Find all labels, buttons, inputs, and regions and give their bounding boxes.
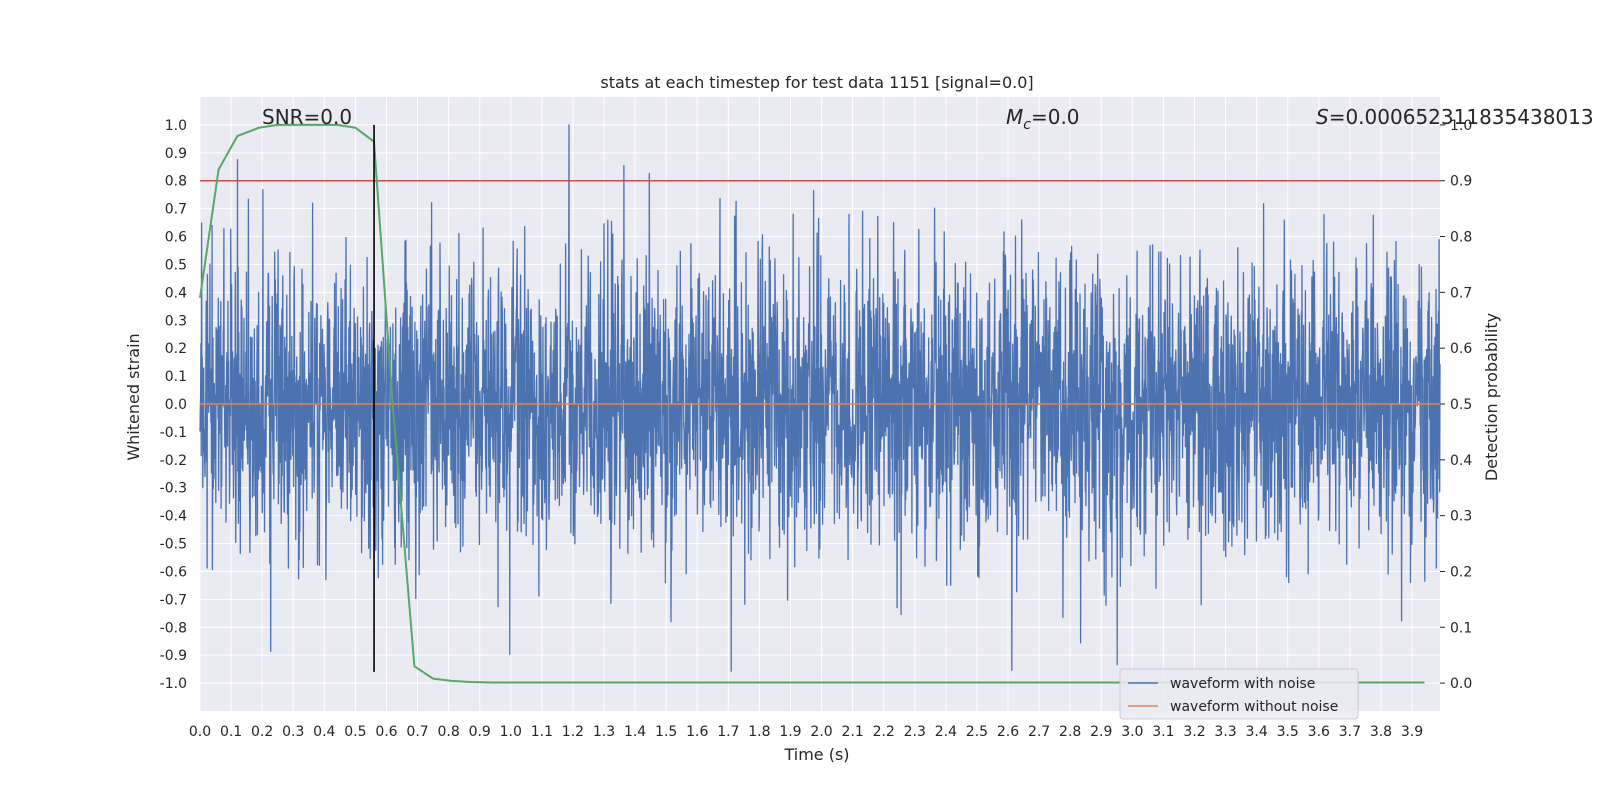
chart-title: stats at each timestep for test data 115…: [600, 73, 1033, 92]
x-tick-label: 2.7: [1028, 724, 1050, 740]
x-tick-label: 2.3: [904, 724, 926, 740]
right-y-tick-label: 1.0: [1450, 118, 1472, 134]
x-tick-label: 1.9: [779, 724, 801, 740]
x-tick-label: 2.6: [997, 724, 1019, 740]
right-y-tick-label: 0.7: [1450, 285, 1472, 301]
x-tick-label: 2.5: [966, 724, 988, 740]
y-tick-label: -0.3: [160, 481, 187, 497]
y-tick-label: 0.1: [165, 369, 187, 385]
right-y-tick-label: 0.3: [1450, 509, 1472, 525]
right-y-tick-label: 0.0: [1450, 676, 1472, 692]
x-tick-label: 0.4: [313, 724, 335, 740]
x-tick-label: 3.9: [1401, 724, 1423, 740]
x-tick-label: 3.5: [1277, 724, 1299, 740]
x-tick-label: 3.8: [1370, 724, 1392, 740]
y-tick-label: 0.8: [165, 174, 187, 190]
y-tick-label: 0.5: [165, 257, 187, 273]
y-tick-labels: 1.0 0.9 0.8 0.7 0.6 0.5 0.4 0.3 0.2 0.1 0.0 -0.1 -0.…: [160, 118, 187, 692]
legend: waveform with noise waveform without noi…: [1119, 668, 1359, 720]
y-tick-label: -0.4: [160, 509, 187, 525]
x-tick-label: 1.1: [531, 724, 553, 740]
x-tick-label: 2.1: [841, 724, 863, 740]
legend-label-noise: waveform with noise: [1170, 676, 1315, 692]
x-tick-label: 3.4: [1246, 724, 1268, 740]
s-symbol: S: [1316, 105, 1329, 129]
y-tick-label: 0.4: [165, 285, 187, 301]
y-tick-label: 0.2: [165, 341, 187, 357]
x-tick-label: 3.7: [1339, 724, 1361, 740]
y-tick-label: 0.7: [165, 202, 187, 218]
x-tick-label: 3.3: [1214, 724, 1236, 740]
right-y-tick-label: 0.1: [1450, 620, 1472, 636]
legend-box: [1119, 668, 1359, 720]
x-tick-label: 0.7: [406, 724, 428, 740]
mc-subscript: c: [1023, 117, 1031, 133]
right-y-tick-label: 0.6: [1450, 341, 1472, 357]
mc-annotation: Mc=0.0: [1006, 105, 1080, 133]
x-tick-label: 1.3: [593, 724, 615, 740]
y-tick-label: -0.5: [160, 537, 187, 553]
right-y-tick-label: 0.2: [1450, 564, 1472, 580]
y-axis-label: Whitened strain: [124, 333, 143, 460]
x-tick-label: 0.3: [282, 724, 304, 740]
y-tick-label: 0.6: [165, 230, 187, 246]
x-tick-label: 0.5: [344, 724, 366, 740]
x-tick-label: 1.5: [655, 724, 677, 740]
x-axis-label: Time (s): [783, 745, 849, 764]
x-tick-label: 3.1: [1152, 724, 1174, 740]
x-tick-label: 1.2: [562, 724, 584, 740]
x-tick-label: 2.8: [1059, 724, 1081, 740]
x-tick-label: 3.6: [1308, 724, 1330, 740]
s-annotation: S=0.000652311835438013: [1316, 105, 1594, 129]
x-tick-label: 0.6: [375, 724, 397, 740]
noise-series: [199, 124, 1441, 672]
x-tick-label: 2.9: [1090, 724, 1112, 740]
right-y-tick-labels: 1.0 0.9 0.8 0.7 0.6 0.5 0.4 0.3 0.2 0.1 0.0: [1440, 118, 1472, 692]
x-tick-label: 2.0: [810, 724, 832, 740]
x-tick-label: 2.2: [873, 724, 895, 740]
y-tick-label: 0.0: [165, 397, 187, 413]
right-y-tick-label: 0.5: [1450, 397, 1472, 413]
right-y-tick-label: 0.8: [1450, 230, 1472, 246]
x-tick-label: 3.2: [1183, 724, 1205, 740]
y-tick-label: 1.0: [165, 118, 187, 134]
y-tick-label: 0.9: [165, 146, 187, 162]
x-tick-label: 3.0: [1121, 724, 1143, 740]
detection-probability-line: [199, 123, 1425, 684]
y-tick-label: -0.7: [160, 592, 187, 608]
x-tick-label: 1.8: [748, 724, 770, 740]
y-tick-label: -0.8: [160, 620, 187, 636]
right-y-axis-label: Detection probability: [1482, 313, 1501, 481]
x-tick-labels: 0.0 0.1 0.2 0.3 0.4 0.5 0.6 0.7 0.8 0.9 1.0 1.1 1.2 1…: [189, 724, 1423, 740]
x-tick-label: 2.4: [935, 724, 957, 740]
x-tick-label: 0.9: [469, 724, 491, 740]
y-tick-label: 0.3: [165, 313, 187, 329]
mc-value: =0.0: [1031, 105, 1080, 129]
y-tick-label: -0.6: [160, 564, 187, 580]
x-tick-label: 1.7: [717, 724, 739, 740]
right-y-tick-label: 0.9: [1450, 174, 1472, 190]
x-tick-label: 1.4: [624, 724, 646, 740]
x-tick-label: 0.2: [251, 724, 273, 740]
x-tick-label: 0.8: [437, 724, 459, 740]
mc-symbol: M: [1006, 105, 1023, 129]
x-tick-label: 0.1: [220, 724, 242, 740]
legend-label-clean: waveform without noise: [1170, 699, 1338, 715]
noise-waveform-path: [199, 124, 1441, 672]
y-tick-label: -0.2: [160, 453, 187, 469]
s-value: =0.000652311835438013: [1329, 105, 1594, 129]
y-tick-label: -0.9: [160, 648, 187, 664]
snr-annotation: SNR=0.0: [262, 105, 352, 129]
y-tick-label: -0.1: [160, 425, 187, 441]
x-tick-label: 0.0: [189, 724, 211, 740]
right-y-tick-label: 0.4: [1450, 453, 1472, 469]
x-tick-label: 1.0: [500, 724, 522, 740]
y-tick-label: -1.0: [160, 676, 187, 692]
x-tick-label: 1.6: [686, 724, 708, 740]
